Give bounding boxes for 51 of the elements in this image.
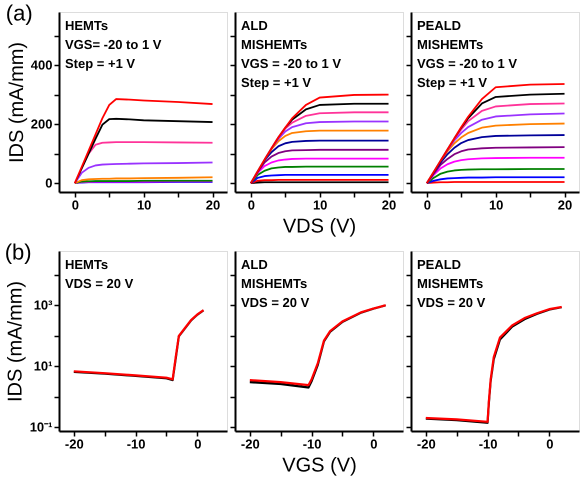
x-tick-label: 0 <box>194 436 202 452</box>
annotation: VGS= -20 to 1 V <box>65 37 162 52</box>
x-tick-label: -10 <box>126 436 146 452</box>
x-tick-label: 10 <box>488 198 504 212</box>
x-tick-label: 20 <box>558 198 572 212</box>
annotation: MISHEMTs <box>241 276 308 291</box>
y-tick-label: 10¹ <box>34 358 52 374</box>
y-tick-label: 400 <box>30 58 52 73</box>
annotation: VDS = 20 V <box>417 295 486 310</box>
chart-title: (b) <box>4 240 32 264</box>
annotation: Step = +1 V <box>65 56 136 71</box>
y-axis-title: IDS (mA/mm) <box>4 280 27 402</box>
line-series <box>74 162 214 184</box>
annotation: VGS = -20 to 1 V <box>417 56 518 71</box>
chart-title: (a) <box>6 0 33 26</box>
x-tick-label: 10 <box>136 198 152 212</box>
y-tick-label: 0 <box>45 176 52 191</box>
annotation: PEALD <box>417 257 462 272</box>
x-axis-title: VDS (V) <box>282 216 356 238</box>
annotation: VDS = 20 V <box>241 295 310 310</box>
x-tick-label: 0 <box>546 436 554 452</box>
x-tick-label: 20 <box>382 198 396 212</box>
annotation: ALD <box>241 257 268 272</box>
annotation: MISHEMTs <box>417 276 484 291</box>
x-tick-label: 0 <box>72 198 79 212</box>
line-series <box>74 98 214 184</box>
annotation: MISHEMTs <box>417 37 484 52</box>
y-tick-label: 10⁻¹ <box>30 420 52 435</box>
x-tick-label: -10 <box>478 436 498 452</box>
annotation: HEMTs <box>65 18 108 33</box>
x-tick-label: 10 <box>312 198 328 212</box>
x-tick-label: 20 <box>206 198 220 212</box>
x-tick-label: 0 <box>248 198 255 212</box>
annotation: Step = +1 V <box>417 75 488 90</box>
annotation: ALD <box>241 18 268 33</box>
annotation: Step = +1 V <box>241 75 312 90</box>
x-tick-label: 0 <box>370 436 378 452</box>
x-tick-label: -20 <box>64 436 84 452</box>
annotation: MISHEMTs <box>241 37 308 52</box>
annotation: HEMTs <box>65 257 108 272</box>
x-tick-label: -10 <box>302 436 322 452</box>
x-tick-label: 0 <box>424 198 431 212</box>
y-axis-title: IDS (mA/mm) <box>6 42 28 164</box>
y-tick-label: 10³ <box>34 298 54 313</box>
x-tick-label: -20 <box>240 436 260 452</box>
annotation: VGS = -20 to 1 V <box>241 56 342 71</box>
annotation: VDS = 20 V <box>65 276 134 291</box>
annotation: PEALD <box>417 18 462 33</box>
x-tick-label: -20 <box>416 436 436 452</box>
x-axis-title: VGS (V) <box>282 454 357 476</box>
y-tick-label: 200 <box>30 116 52 132</box>
